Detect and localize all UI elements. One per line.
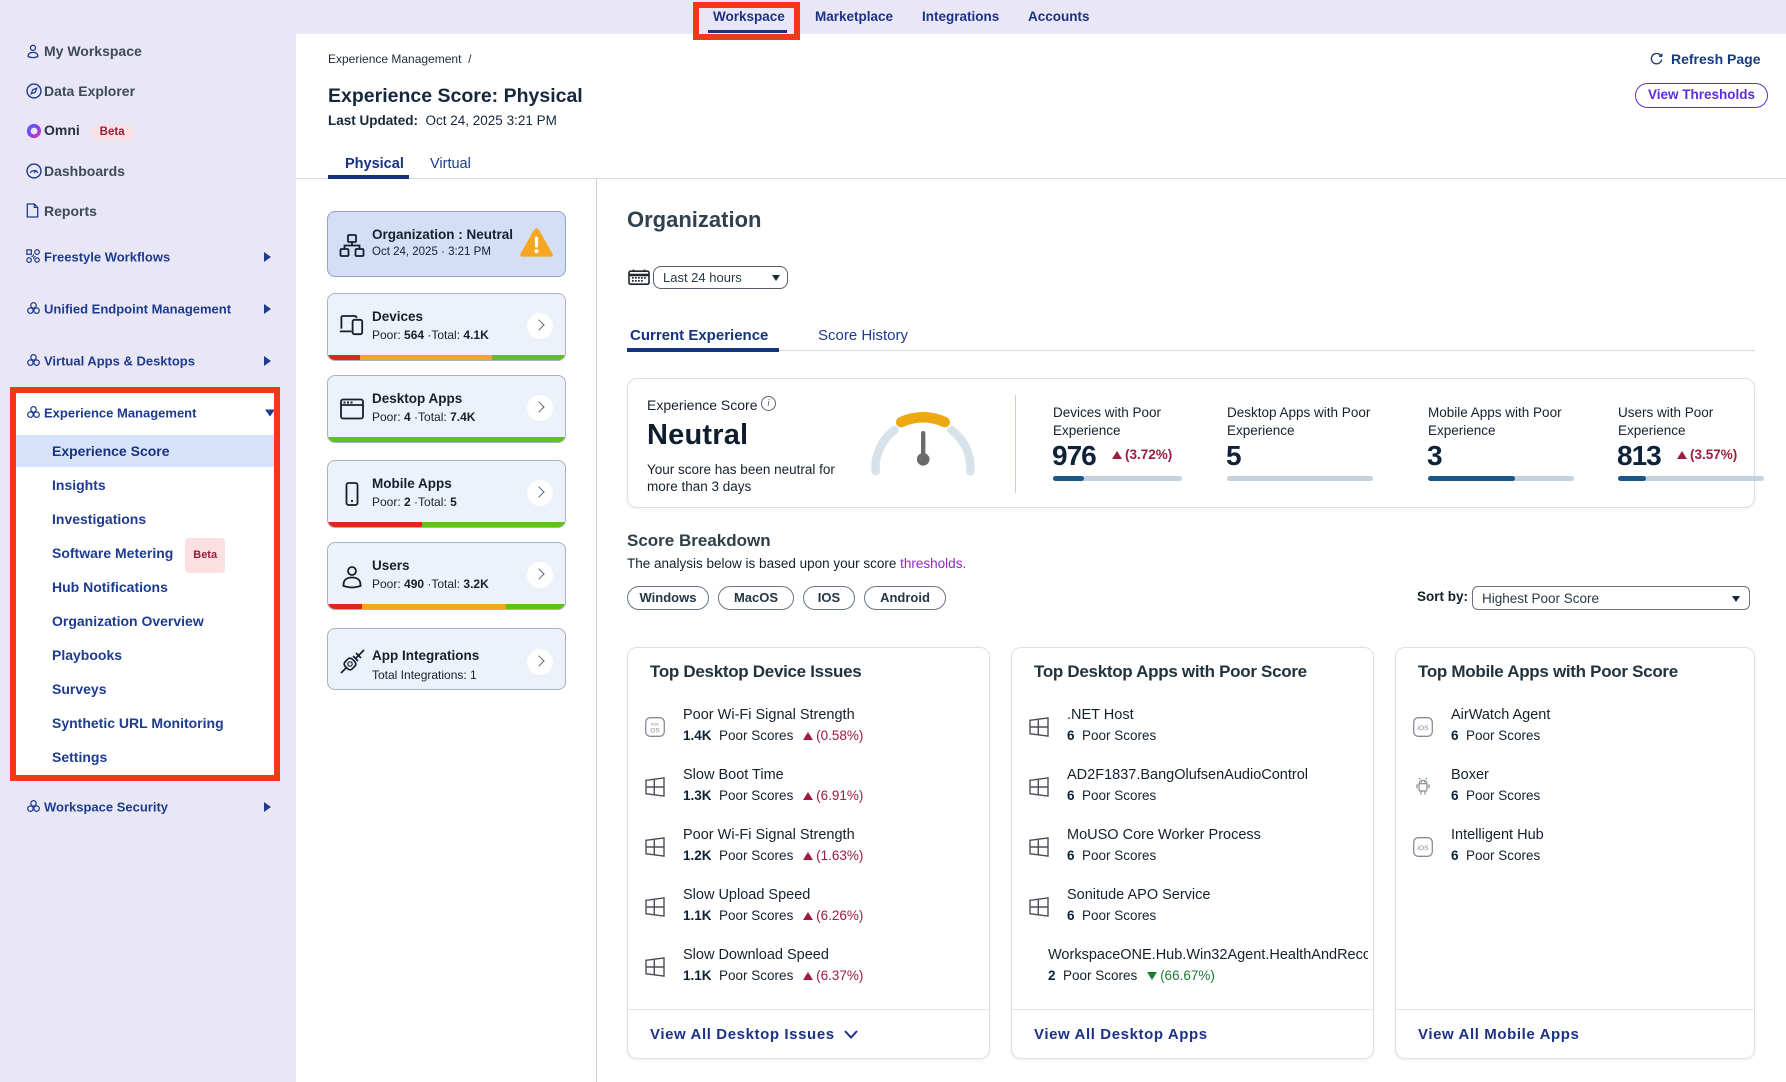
svg-text:OS: OS xyxy=(650,728,660,735)
svg-text:iOS: iOS xyxy=(1417,725,1429,732)
svg-text:mac: mac xyxy=(651,722,659,727)
svg-text:iOS: iOS xyxy=(1417,845,1429,852)
